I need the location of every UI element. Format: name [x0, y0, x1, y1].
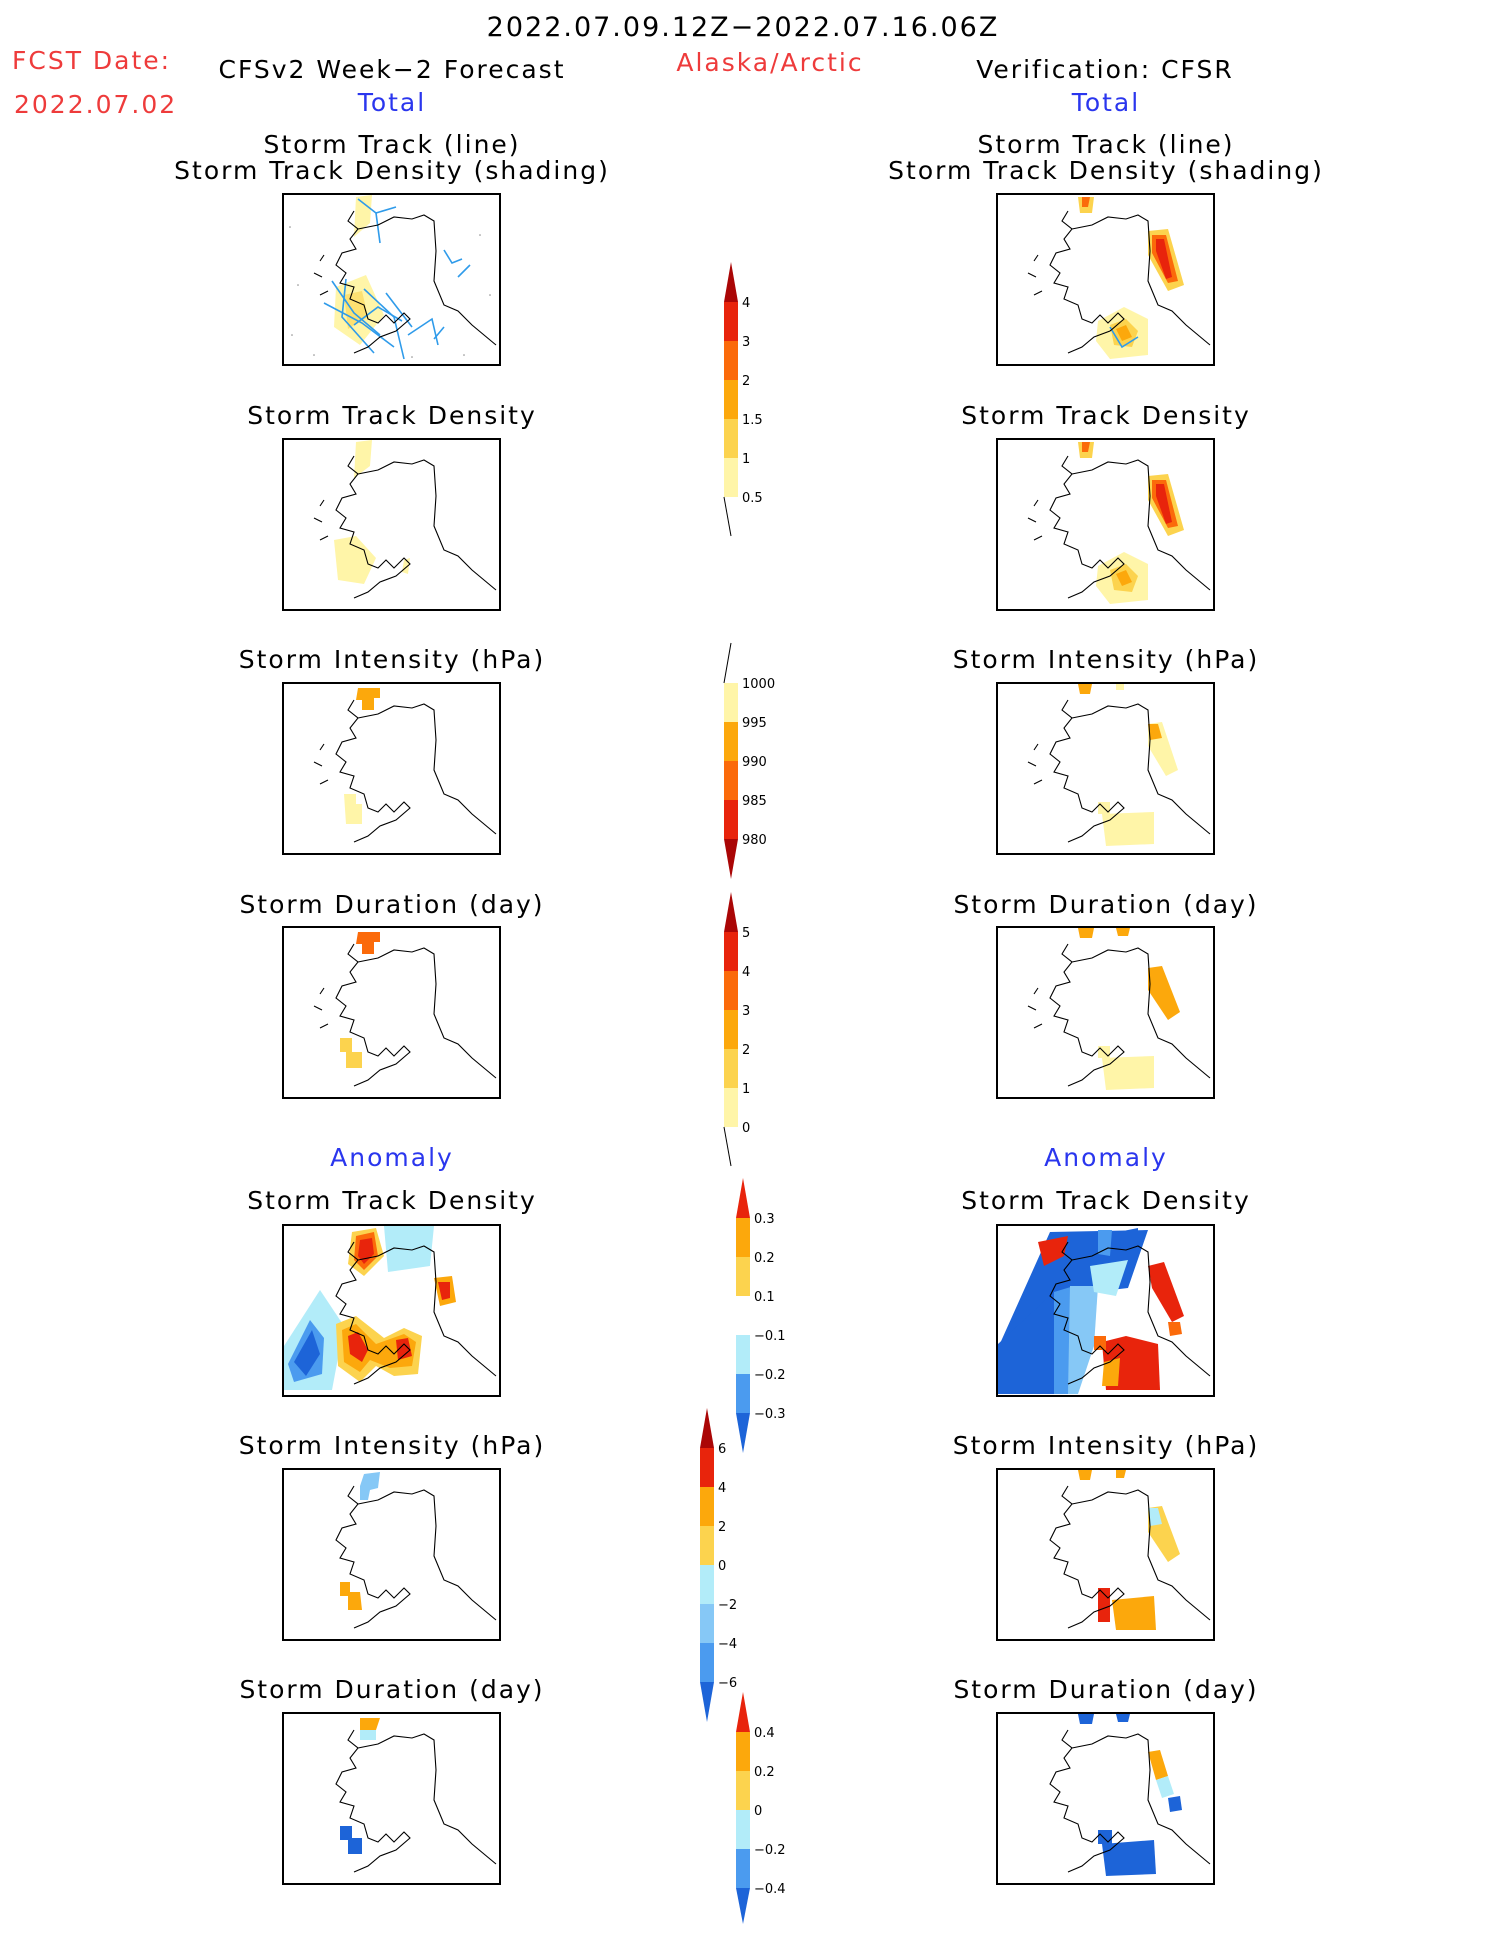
left-intensity-title: Storm Intensity (hPa) — [238, 645, 546, 674]
right-anom-intensity-title: Storm Intensity (hPa) — [952, 1431, 1260, 1460]
cbar-tick: 5 — [742, 926, 750, 941]
cbar-tick: 990 — [742, 755, 767, 770]
cbar-tick: 2 — [742, 1043, 750, 1058]
cbar-tick: −0.2 — [754, 1843, 786, 1858]
cbar-tick: −0.1 — [754, 1329, 786, 1344]
cbar-tick: 0.5 — [742, 491, 763, 506]
cbar-tick: −0.2 — [754, 1368, 786, 1383]
colorbar-duration-anom: 0.4 0.2 0 −0.2 −0.4 — [736, 1692, 816, 1936]
cbar-tick: 4 — [742, 965, 750, 980]
cbar-tick: 0.1 — [754, 1290, 775, 1305]
map-fcst-intensity — [282, 682, 501, 855]
cbar-tick: 0 — [718, 1559, 726, 1574]
region-title: Alaska/Arctic — [676, 48, 864, 77]
left-anom-intensity-title: Storm Intensity (hPa) — [238, 1431, 546, 1460]
anomaly-label-right: Anomaly — [1044, 1143, 1168, 1172]
cbar-tick: −0.3 — [754, 1407, 786, 1422]
cbar-tick: 0 — [754, 1804, 762, 1819]
cbar-tick: 2 — [742, 374, 750, 389]
map-cfsr-duration — [996, 926, 1215, 1099]
cbar-tick: 4 — [718, 1481, 726, 1496]
cbar-tick: 1 — [742, 1082, 750, 1097]
right-anom-duration-title: Storm Duration (day) — [953, 1675, 1259, 1704]
right-density-title: Storm Track Density — [961, 401, 1251, 430]
colorbar-density-total: 4 3 2 1.5 1 0.5 — [723, 262, 804, 546]
map-cfsr-density — [996, 438, 1215, 611]
cbar-tick: 980 — [742, 833, 767, 848]
left-duration-title: Storm Duration (day) — [239, 890, 545, 919]
left-anom-density-title: Storm Track Density — [247, 1186, 537, 1215]
cbar-tick: 0 — [742, 1121, 750, 1136]
map-fcst-duration — [282, 926, 501, 1099]
cbar-tick: 0.3 — [754, 1212, 775, 1227]
map-fcst-anom-density — [282, 1224, 501, 1397]
colorbar-duration-total: 5 4 3 2 1 0 — [723, 892, 804, 1176]
cbar-tick: 0.2 — [754, 1251, 775, 1266]
cbar-tick: 0.2 — [754, 1765, 775, 1780]
colorbar-intensity-total: 1000 995 990 985 980 — [723, 642, 804, 887]
cbar-tick: 6 — [718, 1442, 726, 1457]
cbar-tick: −6 — [718, 1676, 737, 1691]
cbar-tick: 4 — [742, 296, 750, 311]
map-cfsr-anom-duration — [996, 1712, 1215, 1885]
cbar-tick: 3 — [742, 335, 750, 350]
map-cfsr-anom-intensity — [996, 1468, 1215, 1641]
anomaly-label-left: Anomaly — [330, 1143, 454, 1172]
fcst-date-value: 2022.07.02 — [14, 90, 178, 119]
cbar-tick: −2 — [718, 1598, 737, 1613]
cbar-tick: 0.4 — [754, 1726, 775, 1741]
right-duration-title: Storm Duration (day) — [953, 890, 1259, 919]
cbar-tick: 1.5 — [742, 413, 763, 428]
left-track-title-1: Storm Track (line) — [263, 130, 521, 159]
right-intensity-title: Storm Intensity (hPa) — [952, 645, 1260, 674]
cbar-tick: −0.4 — [754, 1882, 786, 1897]
map-fcst-anom-intensity — [282, 1468, 501, 1641]
left-track-title-2: Storm Track Density (shading) — [174, 156, 610, 185]
cbar-tick: 985 — [742, 794, 767, 809]
forecast-title: CFSv2 Week−2 Forecast — [218, 55, 566, 84]
right-anom-density-title: Storm Track Density — [961, 1186, 1251, 1215]
colorbar-density-anom: 0.3 0.2 0.1 −0.1 −0.2 −0.3 — [736, 1178, 816, 1462]
right-track-title-1: Storm Track (line) — [977, 130, 1235, 159]
left-anom-duration-title: Storm Duration (day) — [239, 1675, 545, 1704]
cbar-tick: 1 — [742, 452, 750, 467]
map-cfsr-anom-density — [996, 1224, 1215, 1397]
colorbar-intensity-anom: 6 4 2 0 −2 −4 −6 — [700, 1408, 780, 1732]
total-label-left: Total — [357, 88, 427, 117]
map-cfsr-intensity — [996, 682, 1215, 855]
left-density-title: Storm Track Density — [247, 401, 537, 430]
total-label-right: Total — [1071, 88, 1141, 117]
cbar-tick: 995 — [742, 716, 767, 731]
map-fcst-anom-duration — [282, 1712, 501, 1885]
cbar-tick: 1000 — [742, 677, 775, 692]
map-fcst-density — [282, 438, 501, 611]
map-cfsr-track — [996, 193, 1215, 366]
map-fcst-track — [282, 193, 501, 366]
right-track-title-2: Storm Track Density (shading) — [888, 156, 1324, 185]
period-title: 2022.07.09.12Z−2022.07.16.06Z — [486, 12, 1000, 43]
cbar-tick: 3 — [742, 1004, 750, 1019]
cbar-tick: −4 — [718, 1637, 737, 1652]
fcst-date-label: FCST Date: — [12, 46, 172, 75]
cbar-tick: 2 — [718, 1520, 726, 1535]
verification-title: Verification: CFSR — [976, 55, 1234, 84]
